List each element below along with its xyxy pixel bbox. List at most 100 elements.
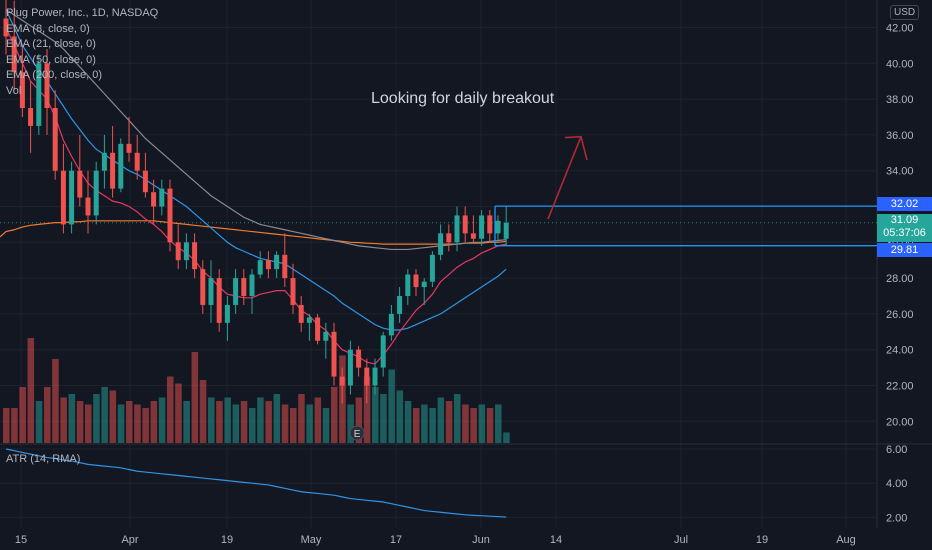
candle-body xyxy=(429,254,435,282)
legend-volume[interactable]: Vol xyxy=(6,84,22,97)
candle-body xyxy=(3,18,9,37)
volume-bar xyxy=(93,394,100,443)
arrow-shaft xyxy=(547,136,582,220)
atr-legend[interactable]: ATR (14, RMA) xyxy=(6,453,81,465)
candle-body xyxy=(323,331,329,341)
volume-bar xyxy=(462,404,469,443)
volume-bar xyxy=(478,404,486,443)
volume-bar xyxy=(437,397,445,443)
legend-ema8[interactable]: EMA (8, close, 0) xyxy=(6,22,90,35)
candle-body xyxy=(438,233,444,255)
volume-bar xyxy=(445,401,453,443)
volume-bar xyxy=(355,397,363,443)
volume-bar xyxy=(35,401,43,443)
volume-bar xyxy=(44,387,51,443)
legend-ema50[interactable]: EMA (50, close, 0) xyxy=(6,53,96,66)
earnings-badge xyxy=(349,425,365,441)
candle-body xyxy=(60,170,66,225)
candle-body xyxy=(69,170,75,225)
legend-ema200[interactable]: EMA (200, close, 0) xyxy=(6,69,102,81)
candle-body xyxy=(224,304,230,323)
candle-body xyxy=(151,192,157,207)
candle-body xyxy=(356,349,362,368)
volume-bar xyxy=(101,387,108,443)
arrow-head xyxy=(564,135,588,161)
candle-body xyxy=(421,281,427,288)
volume-bar xyxy=(134,404,141,443)
candle-body xyxy=(183,242,189,261)
legend-ema21[interactable]: EMA (21, close, 0) xyxy=(6,38,96,50)
volume-bar xyxy=(347,404,354,443)
volume-bar xyxy=(298,394,305,443)
candle-body xyxy=(233,278,239,305)
earnings-letter: E xyxy=(354,429,361,440)
volume-bar xyxy=(413,408,420,443)
volume-bar xyxy=(199,380,207,443)
time-tick-label: Apr xyxy=(121,534,138,546)
candle-body xyxy=(446,233,452,243)
candle-body xyxy=(175,242,181,261)
price-tick-label: 40.00 xyxy=(886,58,914,70)
last-price-tag: 31.09 05:37:06 xyxy=(877,214,932,242)
candle-body xyxy=(167,188,173,243)
candle-body xyxy=(118,143,124,189)
candle-body xyxy=(36,63,42,126)
price-tick-label: 34.00 xyxy=(886,166,914,178)
support-price-tag: 29.81 xyxy=(877,243,932,257)
volume-bar xyxy=(85,404,92,443)
candle-body xyxy=(110,152,116,189)
time-tick-label: 15 xyxy=(15,534,27,546)
candle-body xyxy=(306,317,312,323)
volume-bar xyxy=(208,397,215,443)
volume-bar xyxy=(470,408,477,443)
candlesticks xyxy=(3,0,509,404)
indicator-legend: Plug Power, Inc., 1D, NASDAQ EMA (8, clo… xyxy=(6,6,158,99)
candle-body xyxy=(315,317,321,341)
candle-body xyxy=(249,274,255,296)
volume-bar xyxy=(265,401,272,443)
volume-bar xyxy=(396,390,404,443)
price-axis: 42.0040.0038.0036.0034.0032.0030.0028.00… xyxy=(886,23,914,429)
resistance-price-tag: 32.02 xyxy=(877,197,932,211)
candle-body xyxy=(298,304,304,323)
chart-annotation[interactable]: Looking for daily breakout xyxy=(371,90,555,107)
candle-body xyxy=(11,36,17,73)
candle-body xyxy=(208,278,214,305)
price-tick-label: 26.00 xyxy=(886,309,914,321)
candle-body xyxy=(274,254,280,270)
time-tick-label: 19 xyxy=(221,534,233,546)
atr-tick-label: 6.00 xyxy=(886,444,907,456)
price-tick-label: 36.00 xyxy=(886,130,914,142)
candle-body xyxy=(487,215,493,234)
candle-body xyxy=(241,278,247,296)
candle-body xyxy=(44,63,50,109)
candle-body xyxy=(462,215,468,234)
candle-body xyxy=(503,222,509,239)
candle-body xyxy=(470,233,476,239)
volume-bar xyxy=(224,397,231,443)
time-tick-label: Jul xyxy=(674,534,688,546)
candle-body xyxy=(159,188,165,207)
volume-bar xyxy=(68,394,76,443)
candle-body xyxy=(200,269,206,305)
time-axis: 15 Apr 19 May 17 Jun 14 Jul 19 Aug xyxy=(15,534,856,546)
volume-bar xyxy=(380,394,387,443)
currency-label[interactable]: USD xyxy=(890,5,920,20)
volume-bar xyxy=(322,408,330,443)
ema-lines xyxy=(0,9,507,365)
time-tick-label: 17 xyxy=(390,534,402,546)
candle-body xyxy=(479,215,485,239)
volume-bar xyxy=(421,404,428,443)
volume-bar xyxy=(126,401,133,443)
volume-bar xyxy=(76,401,84,443)
volume-bar xyxy=(27,338,35,443)
candle-body xyxy=(454,215,460,243)
volume-bar xyxy=(232,404,240,443)
candle-body xyxy=(364,367,370,386)
time-tick-label: May xyxy=(301,534,322,546)
candle-body xyxy=(290,278,296,305)
volume-bar xyxy=(314,397,322,443)
volume-bar xyxy=(175,383,182,443)
candle-body xyxy=(397,296,403,314)
